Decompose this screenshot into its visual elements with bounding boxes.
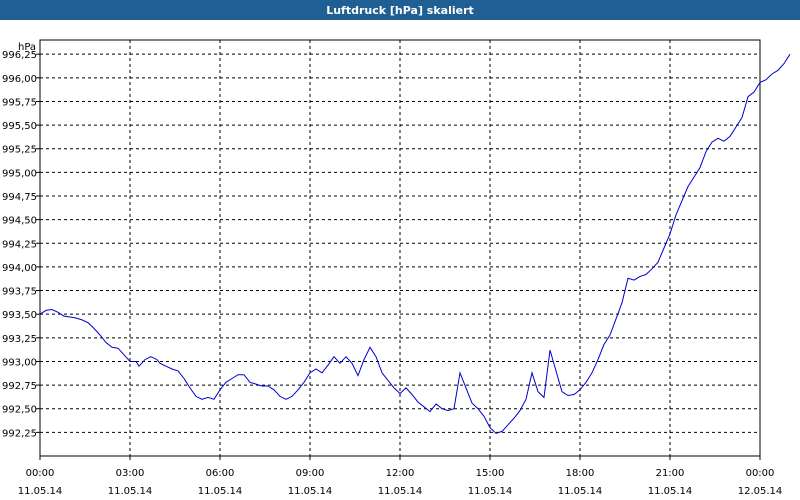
x-tick-date-label: 11.05.14 <box>198 486 243 497</box>
pressure-series-line <box>39 53 791 434</box>
x-tick-time-label: 21:00 <box>656 468 685 479</box>
y-tick-label: 995,75 <box>2 97 37 108</box>
x-tick-date-label: 11.05.14 <box>648 486 693 497</box>
y-tick-label: 993,75 <box>2 287 37 298</box>
x-tick-date-label: 11.05.14 <box>18 486 63 497</box>
y-tick-label: 993,25 <box>2 334 37 345</box>
x-tick-time-label: 15:00 <box>476 468 505 479</box>
y-tick-label: 993,50 <box>2 310 37 321</box>
plot-area <box>39 39 761 457</box>
y-tick-label: 994,25 <box>2 239 37 250</box>
x-tick-time-label: 09:00 <box>296 468 325 479</box>
x-tick-time-label: 03:00 <box>116 468 145 479</box>
y-tick-label: 994,00 <box>2 263 37 274</box>
y-tick-label: 992,50 <box>2 405 37 416</box>
x-tick-time-label: 18:00 <box>566 468 595 479</box>
x-axis-labels: 00:00 11.05.14 03:00 11.05.14 06:00 11.05.14 0… <box>18 468 783 497</box>
x-tick-date-label: 12.05.14 <box>738 486 783 497</box>
x-tick-time-label: 06:00 <box>206 468 235 479</box>
y-axis-labels: 992,25 992,50 992,75 993,00 993,25 993,50 993,… <box>2 50 37 439</box>
y-tick-label: 994,50 <box>2 216 37 227</box>
y-tick-label: 995,00 <box>2 168 37 179</box>
x-tick-date-label: 11.05.14 <box>468 486 513 497</box>
grid-lines <box>36 40 761 460</box>
y-tick-label: 996,25 <box>2 50 37 61</box>
y-tick-label: 995,25 <box>2 145 37 156</box>
x-tick-date-label: 11.05.14 <box>558 486 603 497</box>
y-tick-label: 992,75 <box>2 381 37 392</box>
y-axis-unit: hPa <box>18 42 36 53</box>
chart-title: Luftdruck [hPa] skaliert <box>0 0 800 20</box>
y-tick-label: 992,25 <box>2 428 37 439</box>
y-tick-label: 996,00 <box>2 74 37 85</box>
x-tick-time-label: 00:00 <box>26 468 55 479</box>
x-tick-date-label: 11.05.14 <box>108 486 153 497</box>
x-tick-date-label: 11.05.14 <box>378 486 423 497</box>
x-tick-time-label: 12:00 <box>386 468 415 479</box>
y-tick-label: 993,00 <box>2 357 37 368</box>
x-tick-date-label: 11.05.14 <box>288 486 333 497</box>
y-tick-label: 995,50 <box>2 121 37 132</box>
x-tick-time-label: 00:00 <box>746 468 775 479</box>
y-tick-label: 994,75 <box>2 192 37 203</box>
